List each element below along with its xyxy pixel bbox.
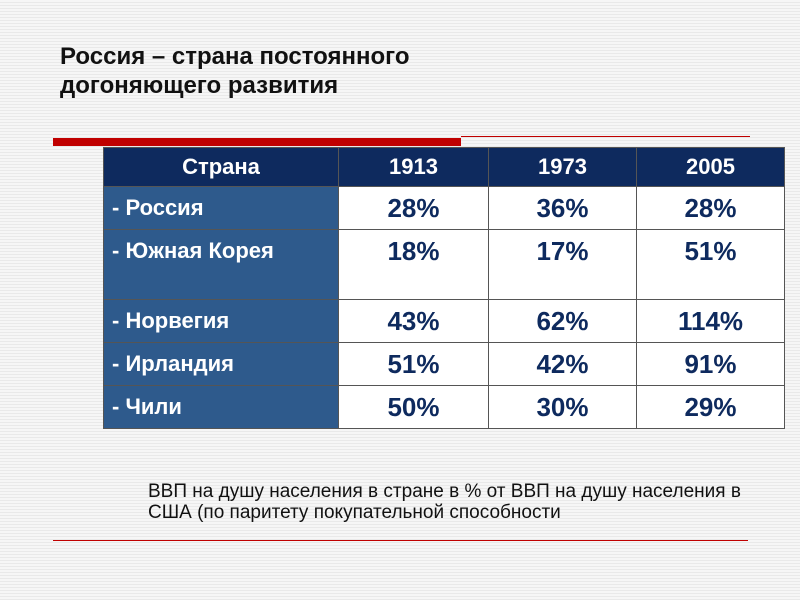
table-row: - Чили 50% 30% 29% [103, 385, 785, 429]
table-row: - Норвегия 43% 62% 114% [103, 299, 785, 343]
table-header-row: Страна 1913 1973 2005 [103, 147, 785, 187]
value-cell-1973: 30% [488, 385, 637, 429]
title-line-2: догоняющего развития [60, 72, 339, 99]
header-1973: 1973 [488, 147, 637, 187]
value-cell-1913: 50% [338, 385, 489, 429]
red-accent-bar [53, 138, 461, 146]
red-thin-rule-bottom [53, 540, 748, 541]
value-cell-2005: 114% [636, 299, 785, 343]
value-cell-1973: 62% [488, 299, 637, 343]
value-cell-2005: 28% [636, 186, 785, 230]
table-footnote: ВВП на душу населения в стране в % от ВВ… [148, 481, 741, 523]
value-cell-2005: 29% [636, 385, 785, 429]
country-cell: - Норвегия [103, 299, 339, 343]
value-cell-1913: 18% [338, 229, 489, 300]
value-cell-1913: 51% [338, 342, 489, 386]
header-1913: 1913 [338, 147, 489, 187]
gdp-comparison-table: Страна 1913 1973 2005 - Россия 28% 36% 2… [103, 147, 785, 429]
red-thin-rule-top [461, 136, 750, 137]
country-cell: - Ирландия [103, 342, 339, 386]
table-row: - Южная Корея 18% 17% 51% [103, 229, 785, 300]
value-cell-1973: 36% [488, 186, 637, 230]
value-cell-2005: 51% [636, 229, 785, 300]
country-cell: - Россия [103, 186, 339, 230]
country-cell: - Чили [103, 385, 339, 429]
page-title: Россия – страна постоянного догоняющего … [60, 42, 409, 100]
value-cell-1913: 43% [338, 299, 489, 343]
value-cell-1913: 28% [338, 186, 489, 230]
header-country: Страна [103, 147, 339, 187]
value-cell-1973: 17% [488, 229, 637, 300]
value-cell-2005: 91% [636, 342, 785, 386]
table-row: - Россия 28% 36% 28% [103, 186, 785, 230]
value-cell-1973: 42% [488, 342, 637, 386]
header-2005: 2005 [636, 147, 785, 187]
country-cell: - Южная Корея [103, 229, 339, 300]
table-row: - Ирландия 51% 42% 91% [103, 342, 785, 386]
title-line-1: Россия – страна постоянного [60, 43, 410, 70]
